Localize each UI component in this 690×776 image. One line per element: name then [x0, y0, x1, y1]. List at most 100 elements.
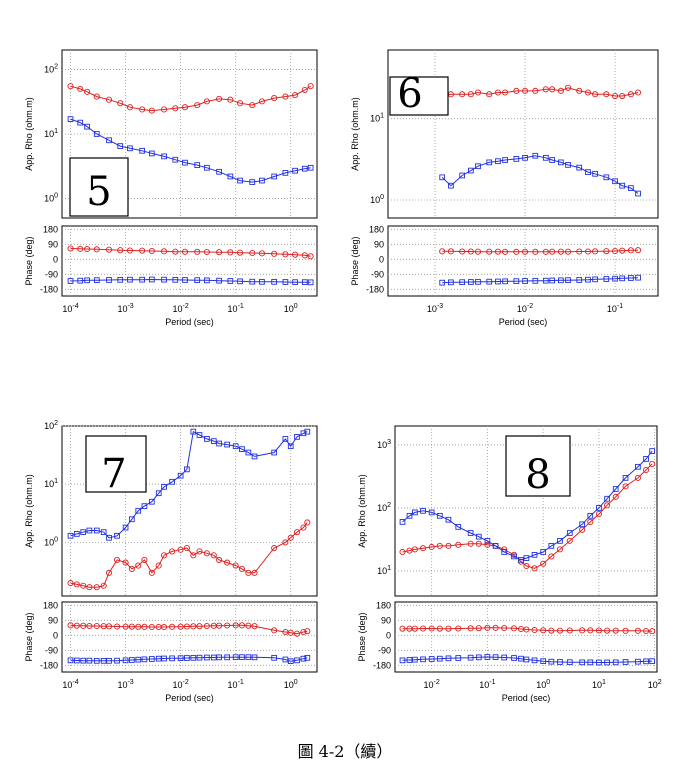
te-phase-curve: [70, 248, 311, 257]
tm-rho-point: [622, 475, 629, 481]
tm-phase-point: [511, 655, 517, 661]
x-tick-label: 10-3: [117, 679, 133, 690]
te-rho-point: [548, 553, 555, 560]
te-phase-point: [177, 623, 184, 630]
te-rho-point: [523, 562, 530, 569]
phase-tick-label: -180: [40, 660, 58, 670]
te-rho-point: [141, 556, 148, 563]
te-rho-point: [540, 560, 547, 567]
tm-phase-point: [406, 657, 413, 663]
te-rho-point: [564, 84, 572, 91]
te-rho-point: [227, 96, 234, 103]
te-phase-point: [77, 245, 84, 252]
tm-phase-point: [135, 656, 142, 663]
te-phase-point: [258, 250, 265, 257]
te-phase-point: [484, 624, 491, 631]
te-rho-point: [307, 83, 314, 90]
phase-tick-label: 90: [374, 239, 384, 249]
te-phase-point: [304, 628, 311, 635]
tm-rho-point: [73, 531, 80, 537]
te-rho-point: [406, 547, 413, 554]
tm-phase-point: [245, 654, 252, 661]
rho-axis-label: App. Rho (ohm.m): [24, 474, 34, 548]
te-phase-point: [232, 622, 239, 629]
te-phase-point: [93, 246, 100, 253]
tm-rho-point: [576, 164, 583, 171]
te-phase-point: [105, 623, 113, 630]
tm-rho-point: [210, 438, 217, 444]
phase-tick-label: -90: [45, 645, 58, 655]
te-phase-point: [592, 248, 599, 255]
tm-phase-point: [237, 278, 243, 285]
rho-tick-label: 101: [370, 113, 384, 124]
tm-phase-point: [439, 279, 446, 286]
x-axis-label: Period (sec): [499, 317, 548, 327]
tm-phase-point: [100, 657, 107, 664]
te-phase-point: [492, 624, 499, 631]
tm-phase-point: [566, 659, 573, 666]
te-phase-point: [238, 622, 246, 629]
tm-rho-point: [141, 503, 148, 509]
te-phase-point: [203, 248, 210, 256]
te-rho-point: [592, 91, 599, 98]
tm-phase-point: [596, 659, 602, 666]
x-tick-label: 10-2: [173, 679, 189, 690]
x-tick-label: 102: [648, 679, 662, 690]
tm-phase-point: [420, 656, 426, 663]
te-phase-point: [105, 246, 113, 253]
tm-phase-point: [182, 277, 188, 283]
te-rho-point: [67, 580, 74, 587]
tm-rho-point: [67, 116, 74, 122]
te-phase-point: [532, 248, 539, 255]
tm-phase-point: [495, 278, 501, 285]
x-tick-label: 10-2: [517, 303, 533, 314]
te-phase-point: [455, 625, 462, 632]
te-rho-point: [445, 542, 452, 549]
site-label: 5: [86, 169, 111, 215]
tm-phase-point: [127, 276, 133, 283]
te-rho-point: [84, 88, 91, 95]
te-rho-point: [271, 544, 278, 552]
te-rho-point: [203, 550, 210, 557]
te-rho-point: [612, 493, 619, 500]
phase-tick-label: 90: [48, 239, 58, 249]
tm-rho-point: [428, 509, 435, 516]
te-rho-point: [161, 552, 168, 559]
tm-phase-point: [531, 657, 538, 664]
sounding-panel-8: 101 102 103 180 90 0 -90 -180 10-2 10-1 100 101 102 P…: [357, 425, 662, 703]
tm-rho-point: [587, 512, 594, 519]
tm-rho-point: [548, 543, 555, 549]
te-phase-point: [556, 627, 564, 634]
tm-phase-point: [67, 657, 74, 664]
tm-phase-point: [304, 654, 311, 661]
te-phase-point: [549, 248, 556, 255]
te-rho-point: [604, 502, 611, 509]
tm-rho-point: [307, 164, 314, 171]
tm-phase-point: [294, 657, 300, 664]
te-rho-curve: [70, 522, 308, 588]
te-rho-point: [105, 96, 113, 103]
te-phase-point: [604, 627, 611, 634]
te-rho-point: [224, 559, 231, 566]
te-rho-point: [474, 89, 482, 96]
te-rho-point: [467, 540, 474, 547]
te-phase-point: [548, 627, 555, 634]
tm-rho-point: [216, 440, 222, 447]
te-rho-point: [128, 565, 135, 572]
te-rho-point: [419, 545, 427, 552]
phase-tick-label: -90: [371, 269, 384, 279]
tm-rho-point: [93, 527, 100, 534]
te-rho-point: [287, 534, 294, 541]
tm-rho-point: [190, 428, 197, 435]
te-phase-point: [634, 627, 641, 634]
tm-phase-point: [576, 277, 583, 283]
te-rho-point: [556, 546, 564, 553]
te-phase-point: [227, 249, 234, 256]
te-rho-point: [455, 541, 462, 548]
tm-rho-point: [406, 512, 413, 519]
tm-rho-point: [399, 519, 406, 525]
tm-rho-point: [232, 443, 239, 450]
phase-axis-label: Phase (deg): [24, 236, 34, 285]
te-rho-point: [301, 86, 308, 94]
te-phase-point: [439, 248, 446, 255]
